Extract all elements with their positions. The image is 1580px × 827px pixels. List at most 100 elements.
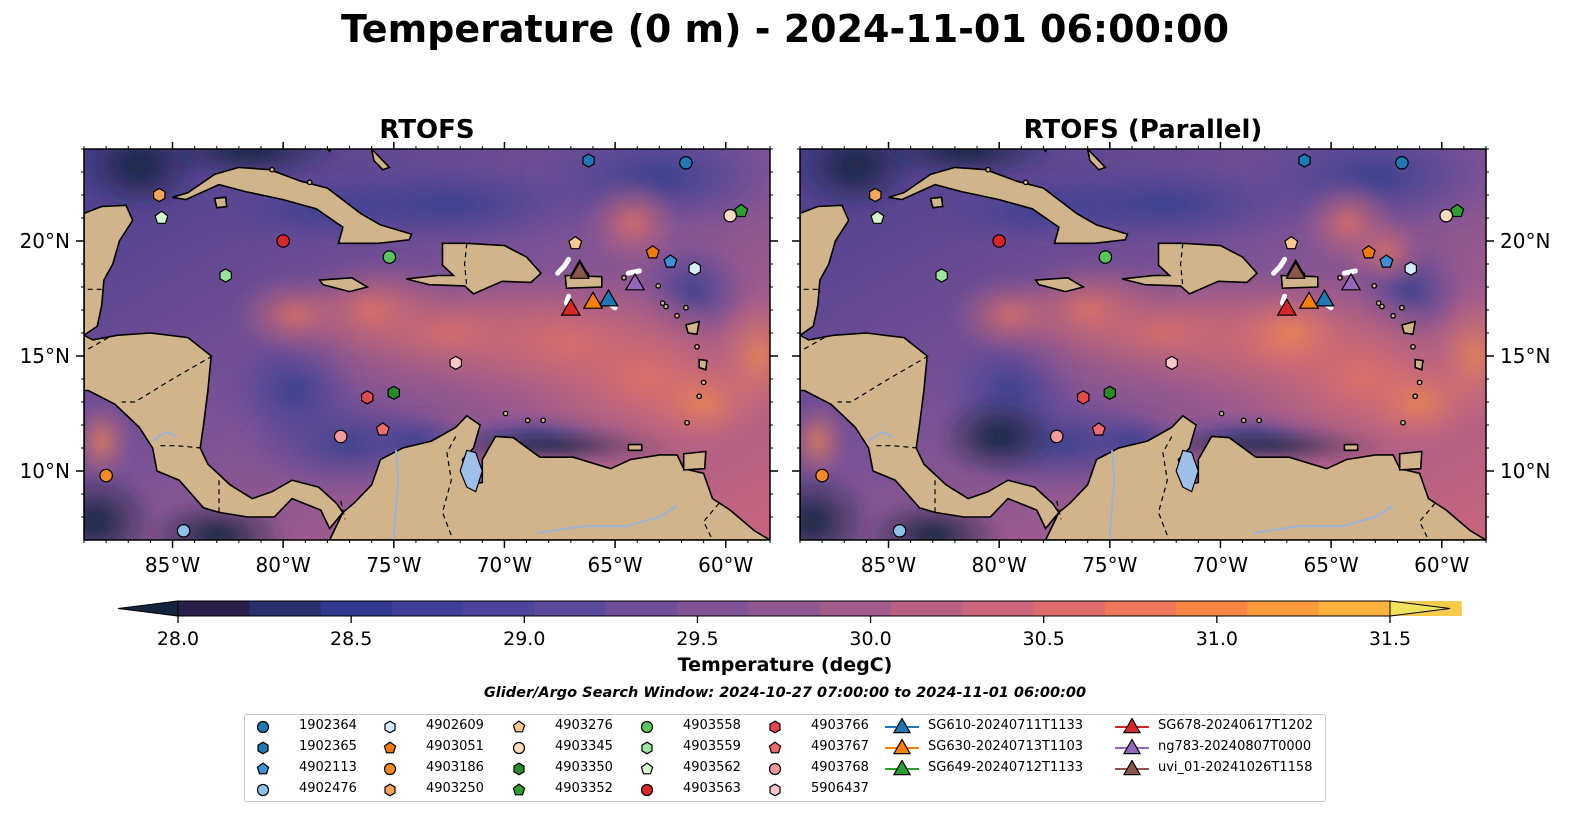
legend-label: 5906437 — [811, 781, 869, 796]
legend-marker-icon — [640, 762, 654, 775]
colorbar-segment — [890, 601, 963, 616]
country-border — [1056, 500, 1062, 520]
legend-argo-marker — [768, 762, 782, 776]
colorbar-segment — [1104, 601, 1177, 616]
land-hispaniola — [405, 242, 543, 295]
glider-track — [1279, 293, 1288, 306]
argo-float-marker — [1091, 422, 1106, 436]
argo-float-marker — [99, 468, 113, 483]
land-trinidad — [1398, 450, 1423, 471]
legend-glider-marker — [892, 718, 912, 734]
legend-marker-icon — [384, 720, 396, 734]
lon-tick-label: 70°W — [1193, 553, 1248, 577]
colorbar-extend-low — [117, 600, 179, 617]
argo-float-marker — [892, 523, 907, 538]
legend-label: 4902113 — [299, 760, 357, 775]
colorbar-tick-label: 30.0 — [849, 628, 891, 650]
glider-track — [563, 293, 572, 306]
legend-argo-marker — [768, 741, 782, 754]
land-central-america — [800, 332, 1060, 540]
colorbar-segment — [249, 601, 322, 616]
country-border — [837, 355, 929, 403]
lon-tick-label: 80°W — [972, 553, 1027, 577]
legend-label: SG649-20240712T1133 — [928, 760, 1084, 775]
legend-label: 1902365 — [299, 739, 357, 754]
legend-label: SG630-20240713T1103 — [928, 739, 1084, 754]
legend-argo-marker — [256, 783, 270, 797]
argo-float-marker — [219, 268, 232, 283]
legend-marker-icon — [256, 762, 270, 775]
river — [1253, 504, 1394, 535]
argo-float-marker — [1379, 254, 1394, 268]
country-border — [1157, 436, 1173, 536]
land-jamaica — [318, 276, 370, 293]
legend-marker-icon — [512, 741, 526, 755]
river — [392, 450, 400, 540]
legend-glider-marker — [1122, 739, 1142, 755]
colorbar-segment — [178, 601, 250, 616]
argo-float-marker — [1284, 235, 1299, 250]
legend-label: 4903186 — [426, 760, 484, 775]
legend-label: 4903768 — [811, 760, 869, 775]
land-margarita — [627, 443, 643, 452]
legend-argo-marker — [384, 783, 396, 797]
argo-float-marker — [375, 422, 390, 436]
legend-marker-icon — [257, 741, 269, 755]
land-yucatan — [800, 204, 850, 337]
glider-marker — [598, 288, 619, 307]
glider-track — [555, 256, 572, 276]
argo-float-marker — [361, 390, 374, 405]
land-bahamas-e — [1086, 149, 1107, 171]
argo-float-marker — [1076, 390, 1090, 405]
land-guadeloupe — [684, 320, 701, 336]
river — [1108, 450, 1116, 540]
land-yucatan — [84, 204, 134, 337]
legend-argo-marker — [769, 783, 781, 797]
lon-tick-label: 60°W — [698, 553, 753, 577]
lat-tick-label: 10°N — [20, 459, 70, 483]
map-frame — [83, 148, 771, 541]
legend-marker-icon — [512, 783, 526, 796]
country-border — [157, 445, 202, 449]
legend-argo-marker — [384, 720, 396, 734]
land — [800, 149, 1486, 540]
lon-tick-label: 85°W — [145, 553, 200, 577]
legend-label: 4903352 — [555, 781, 613, 796]
legend-argo-marker — [640, 762, 654, 775]
colorbar-segment — [962, 601, 1035, 616]
legend-label: 4903558 — [683, 718, 741, 733]
legend-marker-icon — [885, 718, 919, 734]
map-panels: 85°W 80°W 75°W 70°W 65°W 60°W 10°N 15°N 20°N RTOF… — [20, 115, 1551, 577]
legend-argo-marker — [256, 720, 270, 734]
lon-tick-label: 60°W — [1414, 553, 1469, 577]
legend-marker-icon — [885, 739, 919, 755]
legend-argo-marker — [257, 741, 269, 755]
colorbar-segment — [748, 601, 821, 616]
legend-marker-icon — [383, 762, 397, 776]
legend-label: 4903766 — [811, 718, 869, 733]
colorbar-label: Temperature (degC) — [678, 654, 893, 676]
argo-float-marker — [992, 234, 1006, 248]
glider-track — [625, 268, 642, 276]
country-border — [441, 436, 457, 536]
glider-marker — [624, 272, 646, 291]
colorbar-tick-label: 31.5 — [1369, 628, 1411, 650]
argo-float-marker — [582, 153, 595, 168]
land-isla-juventud — [213, 196, 228, 209]
legend-label: SG610-20240711T1133 — [928, 718, 1084, 733]
glider-marker — [569, 261, 590, 279]
country-border — [84, 337, 109, 352]
land-margarita — [1343, 443, 1359, 452]
argo-float-marker — [870, 210, 885, 224]
legend-marker-icon — [513, 762, 525, 776]
land-andros — [326, 149, 332, 153]
colorbar-tick-label: 28.5 — [330, 628, 372, 650]
land-hispaniola — [1121, 242, 1259, 295]
country-border — [702, 502, 720, 540]
legend-marker-icon — [384, 783, 396, 797]
lon-tick-label: 65°W — [1303, 553, 1358, 577]
glider-marker — [560, 298, 582, 316]
argo-float-marker — [723, 208, 737, 223]
argo-float-marker — [276, 234, 290, 248]
